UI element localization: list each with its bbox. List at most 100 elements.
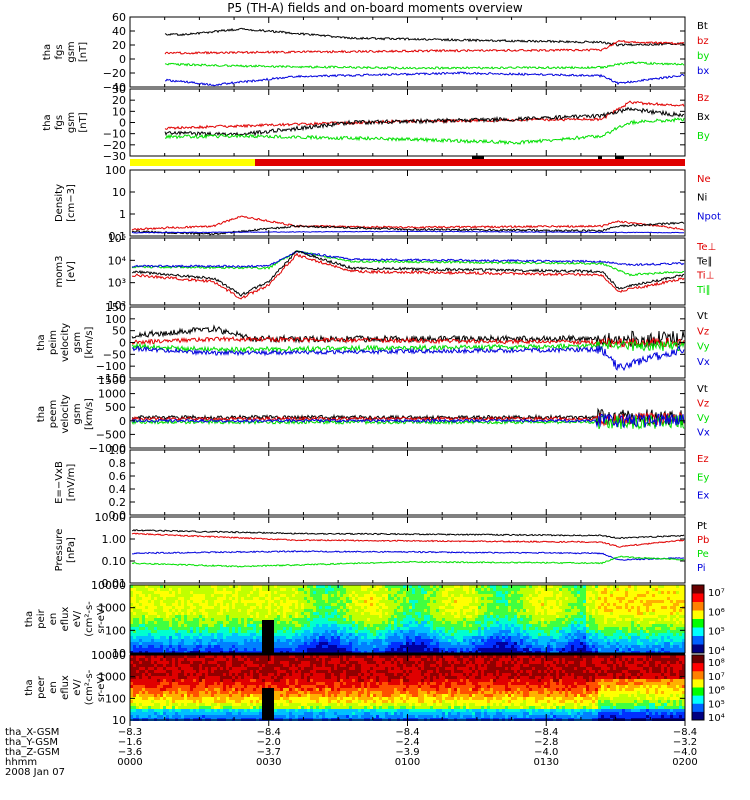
spectro-cell [277, 615, 280, 618]
spectro-cell [607, 612, 610, 615]
spectro-cell [493, 591, 496, 594]
spectro-cell [481, 621, 484, 624]
spectro-cell [529, 606, 532, 609]
spectro-cell [418, 645, 421, 648]
spectro-cell [469, 594, 472, 597]
spectro-cell [223, 615, 226, 618]
spectro-cell [151, 664, 154, 667]
spectro-cell [157, 679, 160, 682]
spectro-cell [427, 612, 430, 615]
spectro-cell [340, 615, 343, 618]
spectro-cell [226, 685, 229, 688]
spectro-cell [637, 585, 640, 588]
spectro-cell [670, 618, 673, 621]
spectro-cell [163, 667, 166, 670]
spectro-cell [250, 606, 253, 609]
spectro-cell [277, 609, 280, 612]
spectro-cell [388, 594, 391, 597]
spectro-cell [235, 615, 238, 618]
spectro-cell [421, 624, 424, 627]
spectro-cell [595, 600, 598, 603]
spectro-cell [160, 700, 163, 703]
spectro-cell [166, 591, 169, 594]
spectro-cell [658, 603, 661, 606]
spectro-cell [385, 627, 388, 630]
spectro-cell [184, 618, 187, 621]
spectro-cell [160, 661, 163, 664]
spectro-cell [130, 621, 133, 624]
spectro-cell [190, 658, 193, 661]
spectro-cell [301, 600, 304, 603]
spectro-cell [166, 694, 169, 697]
spectro-cell [235, 648, 238, 651]
spectro-cell [361, 621, 364, 624]
spectro-cell [307, 636, 310, 639]
spectro-cell [355, 624, 358, 627]
spectro-cell [280, 600, 283, 603]
spectro-cell [520, 645, 523, 648]
spectro-cell [178, 624, 181, 627]
spectro-cell [322, 633, 325, 636]
spectro-cell [412, 603, 415, 606]
spectro-cell [280, 627, 283, 630]
spectro-cell [385, 609, 388, 612]
spectro-cell [145, 585, 148, 588]
spectro-cell [208, 621, 211, 624]
spectro-cell [154, 609, 157, 612]
spectro-cell [640, 585, 643, 588]
spectro-cell [622, 615, 625, 618]
spectro-cell [544, 591, 547, 594]
spectro-cell [361, 642, 364, 645]
spectro-cell [253, 594, 256, 597]
spectro-cell [595, 615, 598, 618]
spectro-cell [226, 600, 229, 603]
spectro-cell [505, 630, 508, 633]
spectro-cell [220, 612, 223, 615]
spectro-cell [562, 591, 565, 594]
spectro-cell [520, 627, 523, 630]
spectro-cell [388, 615, 391, 618]
spectro-cell [343, 594, 346, 597]
spectro-cell [628, 597, 631, 600]
spectro-cell [457, 642, 460, 645]
spectro-cell [145, 709, 148, 712]
spectro-cell [583, 645, 586, 648]
spectro-cell [658, 612, 661, 615]
spectro-cell [325, 600, 328, 603]
spectro-cell [256, 645, 259, 648]
spectro-cell [388, 618, 391, 621]
spectro-cell [673, 615, 676, 618]
spectro-cell [313, 597, 316, 600]
spectro-cell [463, 642, 466, 645]
spectro-cell [460, 636, 463, 639]
spectro-cell [640, 618, 643, 621]
spectro-cell [352, 648, 355, 651]
spectro-cell [292, 642, 295, 645]
spectro-cell [229, 639, 232, 642]
spectro-cell [478, 618, 481, 621]
spectro-cell [373, 588, 376, 591]
spectro-cell [529, 618, 532, 621]
spectro-cell [526, 636, 529, 639]
spectro-cell [424, 609, 427, 612]
spectro-cell [508, 642, 511, 645]
spectro-cell [394, 600, 397, 603]
spectro-cell [145, 627, 148, 630]
spectro-cell [241, 636, 244, 639]
spectro-cell [298, 618, 301, 621]
spectro-cell [313, 624, 316, 627]
spectro-cell [514, 621, 517, 624]
spectro-cell [214, 594, 217, 597]
spectro-cell [172, 624, 175, 627]
spectro-cell [463, 609, 466, 612]
spectro-cell [166, 627, 169, 630]
spectro-cell [661, 588, 664, 591]
spectro-cell [541, 591, 544, 594]
spectro-cell [673, 597, 676, 600]
spectro-cell [157, 673, 160, 676]
spectro-cell [307, 603, 310, 606]
spectro-cell [379, 585, 382, 588]
spectro-cell [259, 609, 262, 612]
spectro-cell [166, 661, 169, 664]
spectro-cell [226, 639, 229, 642]
